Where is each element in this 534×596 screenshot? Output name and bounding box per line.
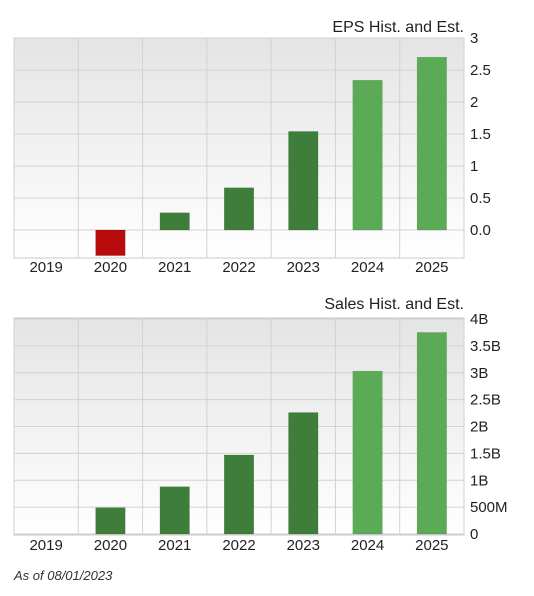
sales-y-tick-label: 3B — [470, 365, 488, 382]
eps-x-tick-label-2022: 2022 — [222, 259, 255, 276]
eps-y-tick-label: 1.5 — [470, 126, 491, 143]
sales-y-tick-label: 3.5B — [470, 338, 501, 355]
sales-chart-title: Sales Hist. and Est. — [324, 296, 464, 313]
sales-bar-2024 — [352, 370, 383, 535]
eps-x-tick-label-2020: 2020 — [94, 259, 127, 276]
sales-bar-2022 — [223, 454, 255, 535]
eps-chart-title: EPS Hist. and Est. — [332, 19, 464, 36]
eps-y-tick-label: 2 — [470, 94, 478, 111]
eps-x-tick-label-2024: 2024 — [351, 259, 384, 276]
sales-x-tick-label-2023: 2023 — [287, 537, 320, 554]
eps-y-tick-label: 3 — [470, 30, 478, 47]
sales-x-tick-label-2022: 2022 — [222, 537, 255, 554]
sales-y-tick-label: 1.5B — [470, 445, 501, 462]
sales-bar-2023 — [288, 412, 319, 535]
sales-y-tick-label: 1B — [470, 472, 488, 489]
sales-y-tick-label: 4B — [470, 311, 488, 328]
sales-x-tick-label-2020: 2020 — [94, 537, 127, 554]
eps-x-tick-label-2021: 2021 — [158, 259, 191, 276]
eps-y-tick-label: 0.0 — [470, 222, 491, 239]
eps-bar-2020 — [95, 229, 126, 256]
eps-bar-2021 — [159, 212, 190, 231]
eps-bar-2024 — [352, 79, 383, 231]
eps-x-tick-label-2025: 2025 — [415, 259, 448, 276]
eps-y-tick-label: 2.5 — [470, 62, 491, 79]
as-of-date: As of 08/01/2023 — [14, 568, 113, 583]
sales-x-tick-label-2021: 2021 — [158, 537, 191, 554]
eps-y-tick-label: 1 — [470, 158, 478, 175]
sales-bar-2020 — [95, 507, 126, 535]
eps-bar-2023 — [288, 131, 319, 231]
sales-y-tick-label: 500M — [470, 499, 508, 516]
sales-y-tick-label: 2.5B — [470, 392, 501, 409]
sales-x-tick-label-2025: 2025 — [415, 537, 448, 554]
eps-bar-2025 — [416, 56, 447, 231]
eps-x-tick-label-2023: 2023 — [287, 259, 320, 276]
eps-bar-2022 — [223, 187, 255, 231]
eps-y-tick-label: 0.5 — [470, 190, 491, 207]
sales-x-tick-label-2019: 2019 — [29, 537, 62, 554]
sales-x-tick-label-2024: 2024 — [351, 537, 384, 554]
sales-bar-2025 — [416, 332, 447, 535]
sales-y-tick-label: 2B — [470, 419, 488, 436]
sales-bar-2021 — [159, 486, 190, 535]
eps-x-tick-label-2019: 2019 — [29, 259, 62, 276]
sales-y-tick-label: 0 — [470, 526, 478, 543]
